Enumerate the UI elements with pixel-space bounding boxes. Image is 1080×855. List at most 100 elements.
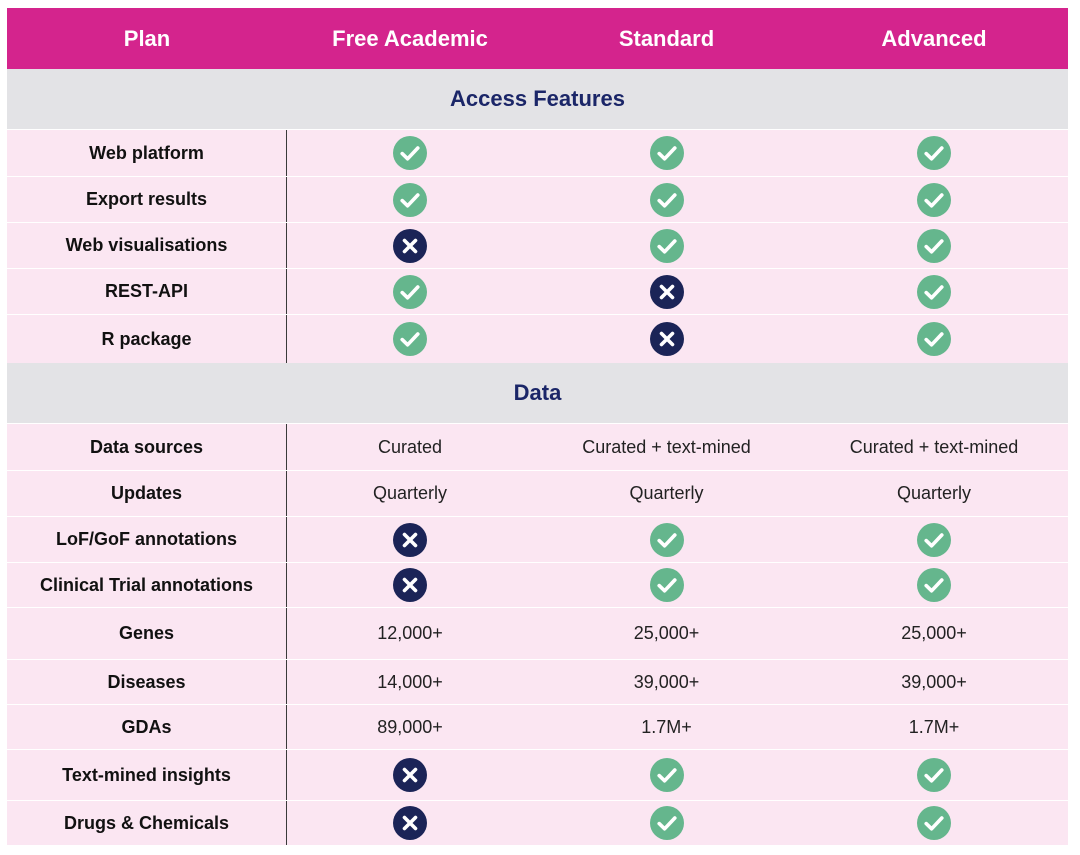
advanced-check-cell: [800, 315, 1068, 363]
table-row: R package: [7, 314, 1068, 363]
standard-value: 39,000+: [633, 671, 700, 692]
standard-check-cell: [533, 517, 800, 562]
check-icon: [393, 182, 427, 217]
advanced-value: 39,000+: [901, 671, 967, 692]
row-label: Data sources: [7, 424, 287, 470]
table-row: Web visualisations: [7, 222, 1068, 268]
header-free-academic: Free Academic: [332, 25, 488, 51]
free-academic-cross-cell: [287, 563, 533, 607]
check-icon: [649, 522, 684, 557]
table-row: REST-API: [7, 268, 1068, 314]
check-icon: [649, 758, 684, 792]
check-icon: [917, 322, 951, 356]
section-header-access-features: Access Features: [7, 69, 1068, 129]
advanced-check-cell: [800, 223, 1068, 268]
standard-check-cell: [533, 177, 800, 222]
standard-check-cell: [533, 563, 800, 607]
header-advanced: Advanced: [881, 25, 987, 51]
check-icon: [917, 228, 951, 263]
free-academic-cross-cell: [287, 517, 533, 562]
free-academic-value: Curated: [377, 436, 443, 457]
free-academic-cross-cell: [287, 801, 533, 845]
table-body: Access Features Web platform Export result…: [7, 69, 1068, 845]
row-label: R package: [7, 315, 287, 363]
row-label: REST-API: [7, 269, 287, 314]
advanced-value: 1.7M+: [908, 716, 960, 737]
advanced-value: Quarterly: [896, 483, 972, 503]
check-icon: [393, 136, 427, 170]
check-icon: [649, 228, 684, 263]
check-icon: [917, 274, 951, 309]
cross-icon: [649, 322, 684, 356]
header-plan: Plan: [123, 25, 171, 51]
check-icon: [649, 136, 684, 170]
plan-comparison-table: Plan Free Academic Standard Advanced Acc…: [7, 8, 1068, 845]
table-row: Export results: [7, 176, 1068, 222]
check-icon: [649, 806, 684, 840]
advanced-check-cell: [800, 130, 1068, 176]
standard-value: Curated + text-mined: [582, 436, 751, 457]
table-row: Text-mined insights: [7, 749, 1068, 800]
standard-cross-cell: [533, 315, 800, 363]
row-label: Updates: [7, 471, 287, 516]
advanced-check-cell: [800, 563, 1068, 607]
row-label: Web platform: [7, 130, 287, 176]
check-icon: [917, 758, 951, 792]
check-icon: [393, 274, 427, 309]
table-row: Web platform: [7, 129, 1068, 176]
table-row: GDAs 89,000+ 1.7M+ 1.7M+: [7, 704, 1068, 749]
check-icon: [649, 182, 684, 217]
standard-value: 25,000+: [633, 623, 700, 643]
section-header-data: Data: [7, 363, 1068, 423]
free-academic-check-cell: [287, 177, 533, 222]
check-icon: [649, 568, 684, 602]
cross-icon: [393, 758, 427, 792]
table-row: Diseases 14,000+ 39,000+ 39,000+: [7, 659, 1068, 704]
row-label: Text-mined insights: [7, 750, 287, 800]
table-row: Genes 12,000+ 25,000+ 25,000+: [7, 607, 1068, 659]
free-academic-value: Quarterly: [372, 483, 448, 503]
advanced-check-cell: [800, 801, 1068, 845]
row-label: GDAs: [7, 705, 287, 749]
table-header-row: Plan Free Academic Standard Advanced: [7, 8, 1068, 69]
standard-check-cell: [533, 130, 800, 176]
standard-value: 1.7M+: [641, 716, 692, 737]
advanced-check-cell: [800, 750, 1068, 800]
free-academic-cross-cell: [287, 223, 533, 268]
row-label: LoF/GoF annotations: [7, 517, 287, 562]
table-row: Data sources Curated Curated + text-mined C…: [7, 423, 1068, 470]
table-row: Drugs & Chemicals: [7, 800, 1068, 845]
standard-check-cell: [533, 750, 800, 800]
cross-icon: [393, 522, 427, 557]
header-standard: Standard: [618, 25, 715, 51]
check-icon: [393, 322, 427, 356]
check-icon: [917, 522, 951, 557]
cross-icon: [393, 568, 427, 602]
check-icon: [917, 182, 951, 217]
check-icon: [917, 806, 951, 840]
free-academic-check-cell: [287, 269, 533, 314]
row-label: Clinical Trial annotations: [7, 563, 287, 607]
free-academic-value: 89,000+: [377, 716, 443, 737]
free-academic-value: 14,000+: [377, 671, 443, 692]
row-label: Genes: [7, 608, 287, 659]
standard-check-cell: [533, 801, 800, 845]
row-label: Diseases: [7, 660, 287, 704]
standard-cross-cell: [533, 269, 800, 314]
row-label: Web visualisations: [7, 223, 287, 268]
table-row: Updates Quarterly Quarterly Quarterly: [7, 470, 1068, 516]
advanced-check-cell: [800, 177, 1068, 222]
check-icon: [917, 568, 951, 602]
check-icon: [917, 136, 951, 170]
row-label: Export results: [7, 177, 287, 222]
free-academic-cross-cell: [287, 750, 533, 800]
table-row: LoF/GoF annotations: [7, 516, 1068, 562]
advanced-value: Curated + text-mined: [849, 436, 1019, 457]
free-academic-value: 12,000+: [377, 623, 443, 643]
row-label: Drugs & Chemicals: [7, 801, 287, 845]
free-academic-check-cell: [287, 130, 533, 176]
advanced-value: 25,000+: [901, 623, 967, 643]
free-academic-check-cell: [287, 315, 533, 363]
table-row: Clinical Trial annotations: [7, 562, 1068, 607]
cross-icon: [393, 806, 427, 840]
